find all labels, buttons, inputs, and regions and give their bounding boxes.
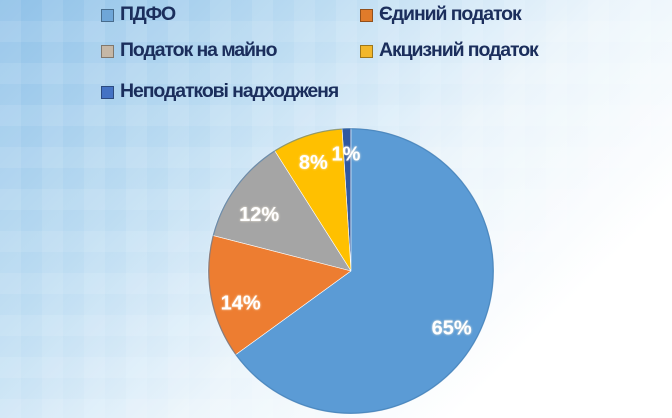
svg-text:14%: 14% [221,292,261,314]
svg-text:12%: 12% [239,204,279,226]
svg-text:1%: 1% [332,144,361,166]
svg-text:8%: 8% [299,152,328,174]
svg-text:65%: 65% [432,318,472,340]
